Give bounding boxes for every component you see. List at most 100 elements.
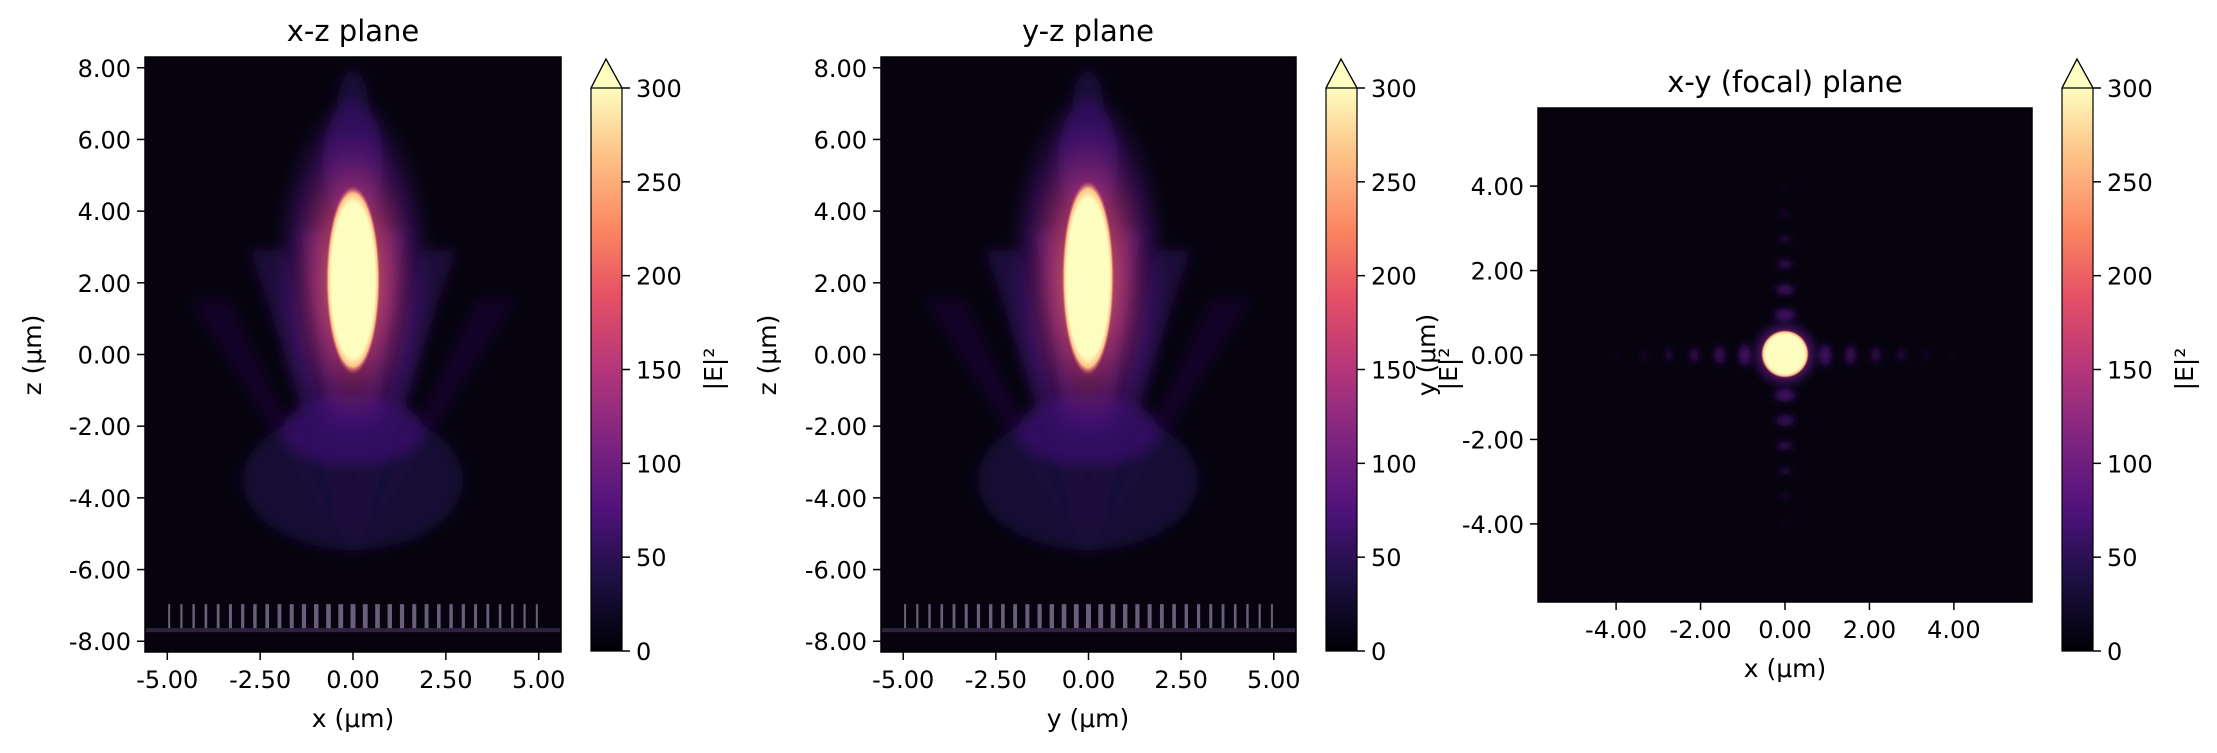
chart-title: y-z plane: [1022, 14, 1154, 48]
panel-yz: y-z plane -5.00 -2.50 0.00 2.50 5.00 -8.00 -6…: [753, 14, 1463, 733]
colorbar-gradient: [591, 88, 622, 651]
pillar: [253, 604, 257, 629]
pillar: [449, 604, 453, 629]
pillar: [338, 604, 344, 629]
pillar: [1159, 604, 1164, 629]
y-axis: -8.00 -6.00 -4.00 -2.00 0.00 2.00 4.00 6.00 8.00: [805, 55, 881, 656]
colorbar-label: |E|²: [2170, 348, 2199, 391]
pillar: [180, 604, 183, 629]
colorbar-ticks: 0 50 100 150 200 250 300: [2093, 75, 2153, 666]
pillar: [474, 604, 478, 629]
y-tick-label: 4.00: [78, 198, 131, 226]
pillar: [916, 604, 919, 629]
x-tick-label: -2.00: [1670, 616, 1732, 644]
side-lobe: [1771, 281, 1799, 298]
pillar: [314, 604, 319, 629]
pillar: [940, 604, 944, 629]
x-tick-label: -4.00: [1585, 616, 1647, 644]
x-tick-label: 5.00: [1247, 666, 1300, 694]
pillar: [1098, 604, 1104, 629]
x-axis-label: x (μm): [312, 704, 395, 733]
colorbar-tick-label: 0: [1371, 638, 1386, 666]
y-tick-label: 4.00: [1471, 173, 1524, 201]
y-tick-label: 0.00: [78, 342, 131, 370]
pillar: [399, 604, 405, 629]
y-axis: -4.00 -2.00 0.00 2.00 4.00: [1462, 173, 1538, 539]
colorbar: 0 50 100 150 200 250 300 |E|²: [2061, 57, 2199, 666]
pillar: [964, 604, 968, 629]
pillar: [904, 604, 907, 629]
pillar: [1246, 604, 1249, 629]
x-axis-label: x (μm): [1744, 654, 1827, 683]
side-lobe: [1921, 347, 1932, 363]
y-tick-label: -2.00: [69, 413, 131, 441]
side-lobe: [1948, 349, 1956, 361]
colorbar-gradient: [2062, 88, 2093, 651]
pillar: [1221, 604, 1225, 629]
colorbar-ticks: 0 50 100 150 200 250 300: [622, 75, 682, 666]
colorbar-tick-label: 150: [636, 357, 682, 385]
side-lobe: [1777, 491, 1793, 502]
y-tick-label: 2.00: [78, 270, 131, 298]
pillar: [326, 604, 331, 629]
y-tick-label: -6.00: [805, 557, 867, 585]
pillar: [1172, 604, 1176, 629]
colorbar-extend-triangle: [2061, 57, 2095, 89]
colorbar-extend-triangle: [590, 57, 624, 89]
colorbar-tick-label: 200: [2107, 263, 2153, 291]
colorbar-tick-label: 250: [1371, 169, 1417, 197]
x-axis: -5.00 -2.50 0.00 2.50 5.00: [872, 652, 1300, 694]
y-tick-label: -6.00: [69, 557, 131, 585]
y-tick-label: -8.00: [69, 628, 131, 656]
side-lobe: [1771, 412, 1799, 429]
colorbar: 0 50 100 150 200 250 300 |E|²: [590, 57, 728, 666]
pillar: [192, 604, 195, 629]
y-axis-label: z (μm): [18, 315, 47, 396]
pillar: [976, 604, 981, 629]
pillar: [1258, 604, 1261, 629]
y-tick-label: -4.00: [805, 485, 867, 513]
heatmap-xz: [145, 57, 561, 652]
pillar: [928, 604, 931, 629]
pillar: [241, 604, 245, 629]
x-axis: -4.00 -2.00 0.00 2.00 4.00: [1585, 602, 1981, 644]
chart-title: x-z plane: [287, 14, 420, 48]
x-tick-label: -5.00: [136, 666, 198, 694]
colorbar-tick-label: 100: [1371, 450, 1417, 478]
side-lobe: [1773, 257, 1797, 272]
x-tick-label: 5.00: [512, 666, 565, 694]
y-tick-label: -4.00: [69, 485, 131, 513]
pillar: [1135, 604, 1140, 629]
colorbar-gradient: [1326, 88, 1357, 651]
y-tick-label: -4.00: [1462, 511, 1524, 539]
x-axis: -5.00 -2.50 0.00 2.50 5.00: [136, 652, 565, 694]
side-lobe: [1614, 349, 1622, 361]
y-tick-label: 0.00: [1471, 342, 1524, 370]
colorbar-tick-label: 50: [636, 544, 667, 572]
side-lobe: [1842, 341, 1859, 369]
pillar: [1147, 604, 1152, 629]
chart-title: x-y (focal) plane: [1667, 65, 1903, 99]
colorbar-tick-label: 50: [2107, 544, 2138, 572]
airy-lobes: [1614, 184, 1956, 526]
pillar: [1025, 604, 1030, 629]
colorbar-label: |E|²: [699, 348, 728, 391]
side-lobe: [1711, 341, 1728, 369]
pillar: [412, 604, 417, 629]
pillar: [1110, 604, 1116, 629]
y-tick-label: -8.00: [805, 628, 867, 656]
pillar: [204, 604, 208, 629]
side-lobe: [1895, 345, 1908, 365]
pillar: [301, 604, 307, 629]
colorbar-tick-label: 50: [1371, 544, 1402, 572]
y-tick-label: 8.00: [814, 55, 867, 83]
x-tick-label: -2.50: [965, 666, 1027, 694]
y-tick-label: 2.00: [814, 270, 867, 298]
pillar: [1270, 604, 1273, 629]
x-axis-label: y (μm): [1047, 704, 1130, 733]
y-tick-label: 0.00: [814, 342, 867, 370]
colorbar: 0 50 100 150 200 250 300 |E|²: [1325, 57, 1463, 666]
pillar: [1037, 604, 1042, 629]
pillar: [1061, 604, 1067, 629]
